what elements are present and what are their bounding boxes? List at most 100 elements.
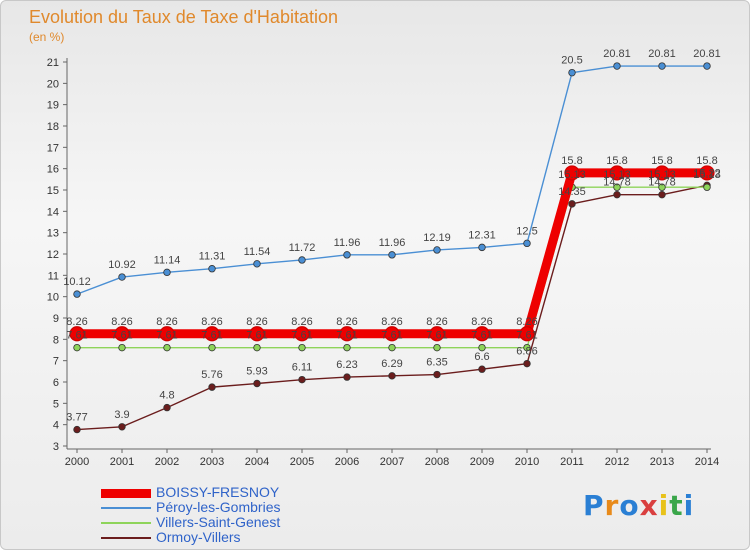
data-label: 11.72	[289, 242, 316, 254]
y-tick-label: 6	[53, 377, 59, 389]
data-label: 8.26	[111, 316, 132, 328]
data-point	[253, 260, 261, 268]
y-tick-label: 12	[47, 249, 59, 261]
y-tick-label: 21	[47, 57, 59, 69]
series-boissy-fresnoy	[69, 165, 715, 342]
data-label: 7.61	[336, 330, 357, 342]
data-point	[613, 190, 621, 199]
data-point	[613, 62, 621, 70]
x-tick-label: 2010	[515, 456, 539, 468]
data-label: 8.26	[246, 316, 267, 328]
data-label: 15.8	[651, 155, 672, 167]
data-point	[69, 326, 85, 342]
legend-swatch	[101, 522, 151, 524]
data-point	[478, 365, 486, 373]
data-label: 15.13	[603, 169, 631, 181]
data-labels-layer: 3.77 3.9 4.8 5.76 5.93 6.11 6.23 6.29 6.35 6.6 6.8…	[63, 48, 721, 424]
data-label: 11.31	[199, 251, 226, 263]
data-label: 5.76	[201, 369, 222, 381]
logo-letter: x	[639, 489, 659, 522]
data-label: 7.61	[111, 330, 132, 342]
data-point	[478, 243, 486, 252]
data-label: 7.61	[156, 330, 177, 342]
data-label: 4.8	[159, 390, 174, 402]
data-label: 6.11	[292, 362, 313, 374]
data-label: 8.26	[381, 316, 402, 328]
data-label: 8.26	[156, 316, 177, 328]
data-label: 7.61	[381, 330, 402, 342]
data-point	[388, 343, 396, 352]
legend-label: BOISSY-FRESNOY	[156, 484, 280, 500]
data-label: 12.19	[423, 232, 451, 244]
legend-swatch	[101, 507, 151, 509]
data-point	[433, 246, 441, 254]
data-point	[703, 183, 711, 191]
data-label: 5.93	[246, 365, 267, 377]
x-tick-label: 2002	[155, 456, 179, 468]
chart-title: Evolution du Taux de Taxe d'Habitation	[29, 7, 338, 27]
y-tick-label: 4	[53, 420, 59, 432]
legend-swatch	[101, 537, 151, 539]
y-tick-label: 14	[47, 206, 59, 218]
data-point	[249, 326, 265, 342]
y-tick-label: 3	[53, 441, 59, 453]
x-tick-label: 2007	[380, 456, 404, 468]
data-point	[519, 326, 535, 342]
y-tick-label: 20	[47, 78, 59, 90]
data-point	[343, 373, 351, 381]
legend-label: Villers-Saint-Genest	[156, 514, 281, 530]
data-point	[343, 343, 351, 352]
series-peroy-les-gombries	[73, 62, 711, 298]
data-label: 10.92	[108, 259, 136, 271]
logo-letter: i	[658, 489, 670, 522]
data-label: 15.13	[558, 169, 586, 181]
data-label: 8.26	[471, 316, 492, 328]
legend-label: Ormoy-Villers	[156, 529, 241, 545]
data-point	[703, 62, 711, 70]
data-point	[474, 326, 490, 342]
data-label: 12.31	[468, 229, 496, 241]
data-point	[163, 268, 171, 277]
data-label: 15.13	[648, 169, 676, 181]
data-point	[343, 251, 351, 259]
data-point	[388, 372, 396, 380]
data-label: 3.77	[66, 412, 87, 424]
y-tick-label: 13	[47, 228, 59, 240]
data-point	[163, 403, 171, 412]
data-point	[114, 326, 130, 342]
y-tick-label: 10	[47, 292, 59, 304]
legend-swatch	[101, 488, 151, 498]
data-point	[118, 423, 126, 431]
data-label: 6.6	[474, 351, 489, 363]
data-point	[118, 343, 126, 352]
proxiti-logo: Proxiti	[583, 489, 694, 522]
data-label: 20.81	[693, 48, 721, 60]
data-point	[208, 265, 216, 273]
data-point	[73, 290, 81, 298]
data-label: 8.26	[426, 316, 447, 328]
data-label: 11.96	[379, 237, 406, 249]
y-tick-label: 18	[47, 121, 59, 133]
data-label: 11.14	[154, 254, 181, 266]
logo-letter: t	[669, 489, 684, 522]
legend-label: Péroy-les-Gombries	[156, 499, 281, 515]
y-tick-label: 19	[47, 100, 59, 112]
data-point	[433, 343, 441, 352]
data-label: 8.26	[201, 316, 222, 328]
data-label: 11.54	[244, 246, 271, 258]
data-point	[658, 183, 666, 191]
data-label: 15.13	[693, 169, 721, 181]
data-point	[253, 379, 261, 388]
data-point	[478, 343, 486, 352]
data-point	[568, 68, 576, 77]
data-point	[298, 343, 306, 352]
data-label: 10.12	[63, 276, 91, 288]
data-point	[388, 251, 396, 259]
data-point	[654, 165, 670, 181]
data-label: 7.61	[471, 330, 492, 342]
data-point	[73, 425, 81, 434]
data-point	[208, 343, 216, 352]
y-tick-label: 17	[47, 142, 59, 154]
data-label: 6.29	[381, 358, 402, 370]
